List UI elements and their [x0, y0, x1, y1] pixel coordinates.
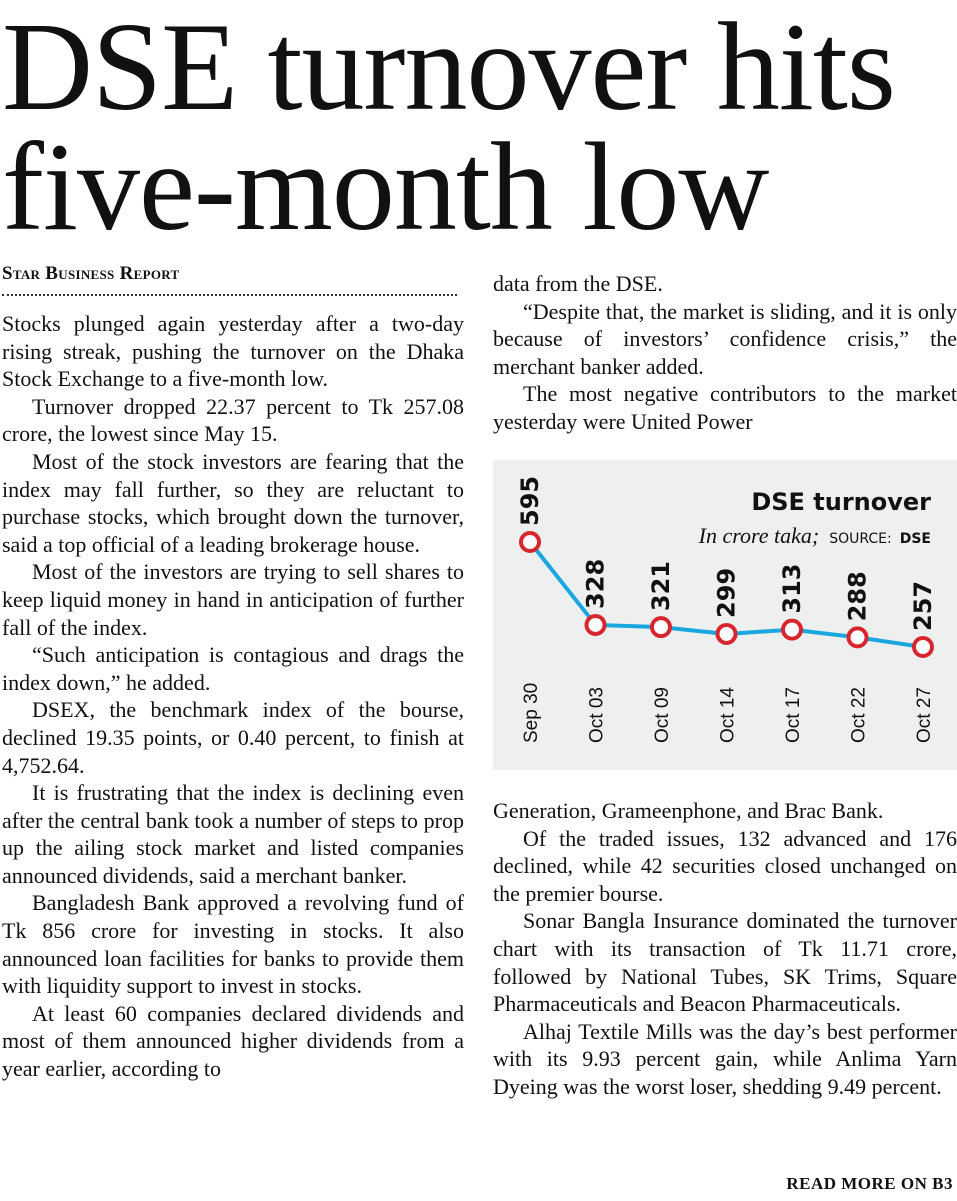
chart-source-label: SOURCE: — [829, 531, 892, 547]
x-tick-label: Oct 22 — [849, 687, 870, 743]
data-point — [519, 531, 541, 553]
paragraph: Of the traded issues, 132 advanced and 1… — [493, 825, 957, 906]
paragraph: Most of the stock investors are fearing … — [2, 448, 464, 557]
data-label: 288 — [844, 571, 872, 621]
data-label: 257 — [909, 581, 937, 631]
data-label: 321 — [647, 561, 675, 611]
chart-marks: 595 Sep 30 328 Oct 03 321 Oct 09 299 Oct 14 313 O… — [516, 476, 937, 743]
article-column-1: Stocks plunged again yesterday after a t… — [2, 310, 464, 1083]
chart-title: DSE turnover — [751, 488, 931, 516]
paragraph: Bangladesh Bank approved a revolving fun… — [2, 890, 464, 999]
paragraph: Stocks plunged again yesterday after a t… — [2, 311, 464, 392]
headline-line-2: five-month low — [2, 118, 769, 257]
article-column-2-bottom: Generation, Grameenphone, and Brac Bank.… — [493, 797, 957, 1101]
paragraph: Turnover dropped 22.37 percent to Tk 257… — [2, 393, 464, 447]
turnover-chart: DSE turnover In crore taka; SOURCE: DSE … — [493, 460, 957, 770]
data-label: 313 — [778, 563, 806, 613]
x-tick-label: Oct 17 — [783, 687, 804, 743]
data-label: 595 — [516, 476, 544, 526]
paragraph: data from the DSE. — [493, 271, 663, 296]
paragraph: Sonar Bangla Insurance dominated the tur… — [493, 908, 957, 1017]
paragraph: DSEX, the benchmark index of the bourse,… — [2, 697, 464, 778]
x-tick-label: Sep 30 — [521, 683, 542, 743]
chart-units: In crore taka; — [698, 523, 820, 548]
paragraph: Alhaj Textile Mills was the day’s best p… — [493, 1018, 957, 1099]
data-point — [781, 618, 803, 641]
x-tick-label: Oct 03 — [587, 687, 608, 743]
x-tick-label: Oct 14 — [718, 687, 739, 743]
headline: DSE turnover hits five-month low — [2, 5, 957, 251]
paragraph: “Despite that, the market is sliding, an… — [493, 298, 957, 379]
data-point — [846, 626, 869, 649]
data-point — [715, 622, 738, 645]
data-point — [584, 613, 607, 636]
chart-source-value: DSE — [900, 531, 931, 547]
paragraph: It is frustrating that the index is decl… — [2, 780, 464, 888]
data-label: 328 — [582, 559, 610, 609]
read-more-link[interactable]: READ MORE ON B3 — [786, 1174, 953, 1193]
data-point — [650, 616, 672, 639]
byline: Star Business Report — [2, 263, 180, 284]
x-tick-label: Oct 09 — [652, 687, 673, 743]
data-point — [912, 636, 934, 658]
x-tick-label: Oct 27 — [914, 687, 935, 743]
chart-subtitle: In crore taka; SOURCE: DSE — [698, 523, 931, 548]
article-column-2-top: data from the DSE. “Despite that, the ma… — [493, 270, 957, 436]
byline-divider — [2, 294, 457, 296]
chart-canvas: DSE turnover In crore taka; SOURCE: DSE … — [516, 476, 937, 743]
paragraph: “Such anticipation is contagious and dra… — [2, 642, 464, 695]
paragraph: Generation, Grameenphone, and Brac Bank. — [493, 798, 884, 823]
headline-line-1: DSE turnover hits — [2, 0, 896, 137]
data-label: 299 — [713, 568, 741, 618]
paragraph: The most negative contributors to the ma… — [493, 381, 957, 434]
paragraph: Most of the investors are trying to sell… — [2, 559, 464, 640]
paragraph: At least 60 companies declared dividends… — [2, 1000, 464, 1082]
